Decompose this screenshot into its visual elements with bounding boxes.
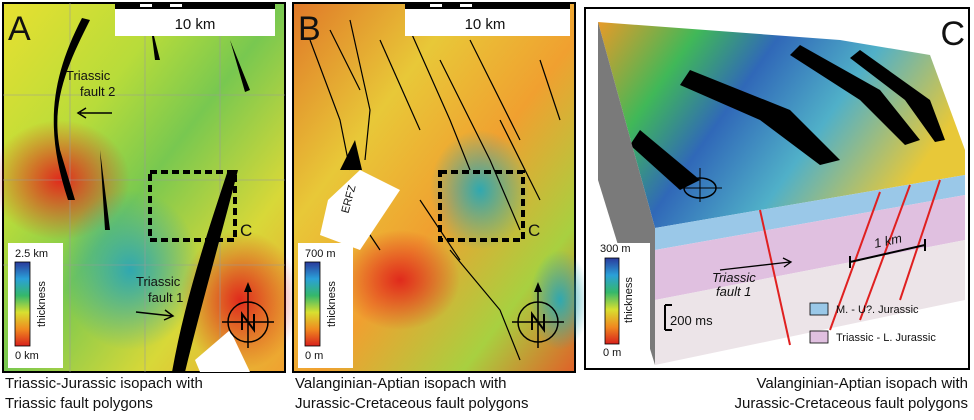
legend-swatch [810,303,828,315]
map-patch [60,190,200,350]
scale-bar [115,3,275,9]
scale-bar [460,4,472,7]
box-label: C [528,221,540,240]
annotation: Triassic [136,274,181,289]
scale-label: 10 km [465,16,506,33]
colorbar-max: 300 m [600,243,631,255]
colorbar [305,262,320,346]
colorbar-min: 0 m [603,347,621,359]
annotation: Triassic [712,270,756,285]
caption: Jurassic-Cretaceous fault polygons [295,395,528,412]
colorbar-max: 700 m [305,248,336,260]
scale-label: 10 km [175,16,216,33]
colorbar-label: thickness [623,277,635,323]
caption: Valanginian-Aptian isopach with [756,375,968,392]
annotation: fault 2 [80,84,115,99]
caption: Triassic-Jurassic isopach with [5,375,203,392]
panel-letter: C [940,15,965,53]
colorbar [605,258,619,344]
panel-letter: A [8,10,31,48]
colorbar-label: thickness [326,281,338,327]
legend-swatch [810,331,828,343]
box-label: C [240,221,252,240]
panel-c: C 1 km 200 ms Triassic fault 1 300 m 0 m… [585,8,969,412]
colorbar-label: thickness [36,281,48,327]
colorbar-min: 0 m [305,350,323,362]
colorbar-max: 2.5 km [15,248,48,260]
annotation: fault 1 [148,290,183,305]
scale-bar [140,4,152,7]
legend-entry: M. - U?. Jurassic [836,304,919,316]
panel-b: ERFZ 10 km B C 700 m 0 m thickness Valan… [293,3,590,412]
annotation: 200 ms [670,313,713,328]
colorbar [15,262,30,346]
legend-entry: Triassic - L. Jurassic [836,332,936,344]
map-patch [530,250,590,350]
panel-letter: B [298,10,321,48]
figure: 10 km A Triassic fault 2 C Triassic faul… [0,0,974,415]
annotation: Triassic [66,68,111,83]
map-patch [430,130,530,250]
annotation: fault 1 [716,284,751,299]
scale-bar [430,4,442,7]
caption: Valanginian-Aptian isopach with [295,375,507,392]
caption: Triassic fault polygons [5,395,153,412]
scale-bar [405,3,570,9]
colorbar-min: 0 km [15,350,39,362]
scale-bar [170,4,182,7]
caption: Jurassic-Cretaceous fault polygons [735,395,968,412]
panel-a: 10 km A Triassic fault 2 C Triassic faul… [0,3,300,412]
